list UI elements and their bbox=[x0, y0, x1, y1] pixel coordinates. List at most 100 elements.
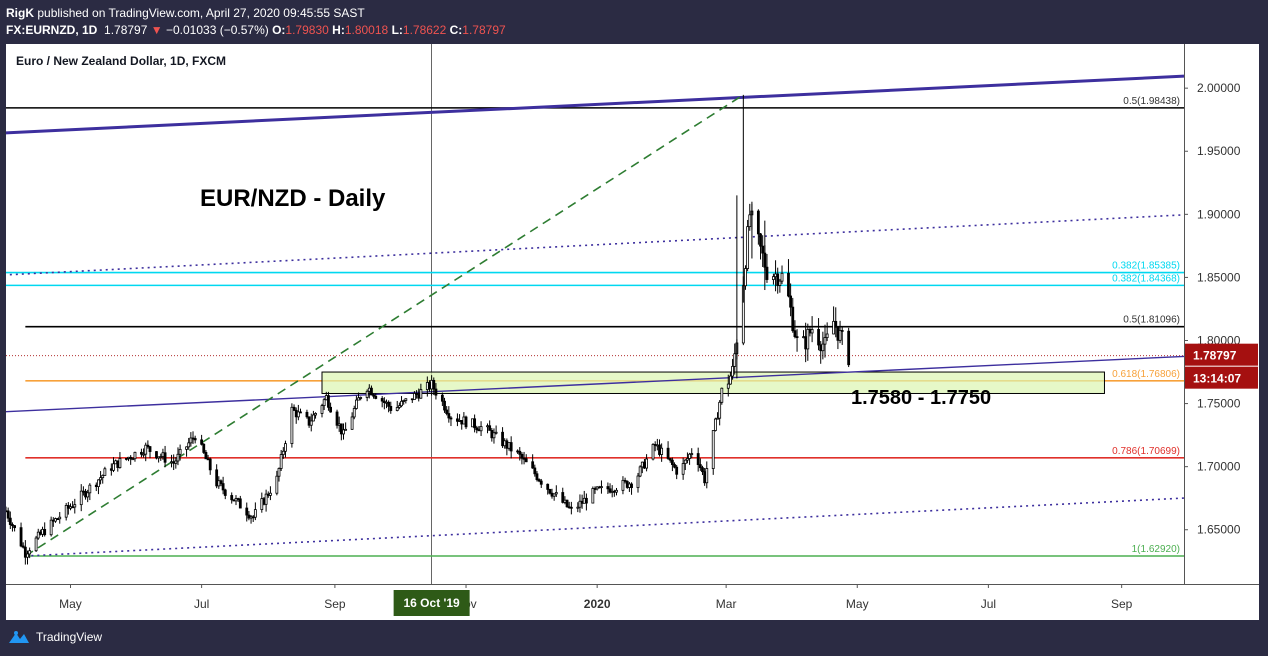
candle bbox=[434, 383, 438, 400]
candle bbox=[759, 232, 762, 260]
candle bbox=[696, 447, 700, 472]
price-change: −0.01033 (−0.57%) bbox=[165, 23, 269, 37]
chart-panel[interactable]: 0.5(1.98438) 0.382(1.85385) 0.382(1.84368)… bbox=[6, 44, 1259, 620]
candle-body bbox=[522, 457, 526, 460]
candle bbox=[464, 415, 468, 430]
candle-body bbox=[505, 440, 509, 449]
candle-body bbox=[729, 375, 732, 385]
candle-body bbox=[129, 456, 133, 460]
candle-body bbox=[509, 442, 513, 452]
candle bbox=[219, 479, 223, 487]
trendline bbox=[6, 214, 1184, 276]
candle bbox=[591, 486, 595, 504]
candle bbox=[159, 453, 163, 461]
plot-area: 0.5(1.98438) 0.382(1.85385)0.382(1.84368)… bbox=[6, 44, 1184, 584]
fib-level-label: 0.618(1.76806) bbox=[1112, 369, 1180, 380]
symbol-label[interactable]: FX:EURNZD, 1D bbox=[6, 23, 98, 37]
candle-body bbox=[535, 473, 539, 481]
candle-body bbox=[539, 480, 543, 485]
candle-body bbox=[253, 509, 257, 518]
candle-body bbox=[608, 488, 612, 493]
author-name[interactable]: RigK bbox=[6, 6, 34, 20]
candle bbox=[131, 457, 135, 461]
candle bbox=[479, 421, 483, 437]
brand-name: TradingView bbox=[36, 630, 103, 644]
candle bbox=[554, 485, 558, 497]
candle-body bbox=[309, 420, 313, 426]
candle bbox=[673, 462, 676, 469]
y-tick-label: 1.70000 bbox=[1197, 460, 1241, 474]
candle-body bbox=[389, 405, 393, 411]
open-label: O: bbox=[272, 23, 286, 37]
candle-body bbox=[395, 407, 399, 411]
candle-body bbox=[576, 506, 580, 509]
candle-body bbox=[296, 411, 300, 418]
candle bbox=[21, 542, 25, 549]
candle bbox=[97, 479, 100, 495]
candle-body bbox=[434, 388, 438, 396]
candle bbox=[518, 447, 522, 461]
candle-body bbox=[23, 546, 27, 558]
candle bbox=[26, 550, 29, 565]
candle-body bbox=[447, 413, 451, 419]
candle bbox=[847, 327, 851, 368]
candle-body bbox=[410, 398, 414, 401]
candle-body bbox=[445, 409, 449, 414]
candle bbox=[296, 404, 300, 421]
candle-body bbox=[847, 330, 851, 366]
candle bbox=[49, 516, 53, 537]
candle-body bbox=[440, 394, 444, 402]
countdown-label: 13:14:07 bbox=[1193, 372, 1241, 386]
candle bbox=[103, 466, 107, 476]
candle bbox=[11, 522, 14, 532]
candle bbox=[221, 476, 225, 495]
candle bbox=[834, 307, 838, 338]
candle bbox=[354, 395, 358, 410]
candle-body bbox=[793, 330, 797, 338]
candle-body bbox=[161, 452, 165, 457]
candle-body bbox=[223, 489, 227, 496]
candle bbox=[269, 486, 272, 501]
candle bbox=[690, 448, 694, 459]
candle bbox=[729, 371, 732, 385]
price-chart[interactable]: 0.5(1.98438) 0.382(1.85385)0.382(1.84368)… bbox=[6, 44, 1259, 620]
candle-body bbox=[683, 459, 687, 464]
candle-body bbox=[834, 320, 838, 328]
candle bbox=[539, 478, 543, 488]
candle bbox=[281, 447, 285, 459]
candle-body bbox=[817, 329, 820, 346]
candle-body bbox=[638, 466, 642, 477]
candle-body bbox=[112, 463, 115, 471]
candle-body bbox=[726, 383, 730, 389]
candle-body bbox=[124, 458, 128, 460]
fib-level-label: 0.5(1.81096) bbox=[1123, 315, 1180, 326]
candle bbox=[578, 494, 582, 513]
candle-body bbox=[187, 442, 191, 448]
candle bbox=[419, 383, 423, 399]
fib-level-label: 1(1.62920) bbox=[1132, 544, 1180, 555]
candle bbox=[335, 409, 339, 429]
candle-body bbox=[114, 460, 118, 465]
tradingview-brand[interactable]: TradingView bbox=[8, 630, 102, 644]
candle-body bbox=[322, 399, 326, 407]
candle-body bbox=[821, 343, 825, 352]
candle bbox=[352, 405, 356, 420]
candle-body bbox=[832, 320, 836, 335]
candle-body bbox=[569, 506, 573, 509]
candle-body bbox=[43, 528, 47, 536]
candle bbox=[290, 403, 294, 448]
candle bbox=[200, 434, 204, 446]
candle-body bbox=[404, 398, 408, 401]
trendline bbox=[24, 94, 744, 557]
candle-body bbox=[81, 490, 85, 493]
candle bbox=[535, 471, 539, 482]
candle-body bbox=[397, 405, 401, 408]
candle-body bbox=[277, 468, 281, 477]
candle-body bbox=[26, 553, 29, 558]
candle bbox=[404, 398, 408, 404]
candle-body bbox=[554, 492, 558, 495]
low-value: 1.78622 bbox=[402, 23, 447, 37]
candle-body bbox=[640, 461, 644, 468]
candle-body bbox=[365, 390, 369, 398]
candle-body bbox=[260, 498, 264, 510]
